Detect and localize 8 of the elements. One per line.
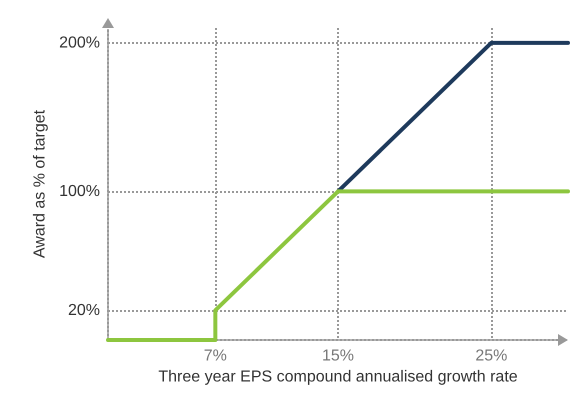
x-axis-title: Three year EPS compound annualised growth rate (158, 368, 518, 386)
y-tick-label: 100% (59, 182, 100, 200)
x-tick-label: 25% (475, 348, 508, 364)
y-tick-label: 200% (59, 34, 100, 52)
x-tick-label: 7% (204, 348, 227, 364)
y-tick-label: 20% (68, 302, 100, 319)
x-tick-label: 15% (322, 348, 354, 364)
y-axis-title: Award as % of target (32, 109, 49, 258)
